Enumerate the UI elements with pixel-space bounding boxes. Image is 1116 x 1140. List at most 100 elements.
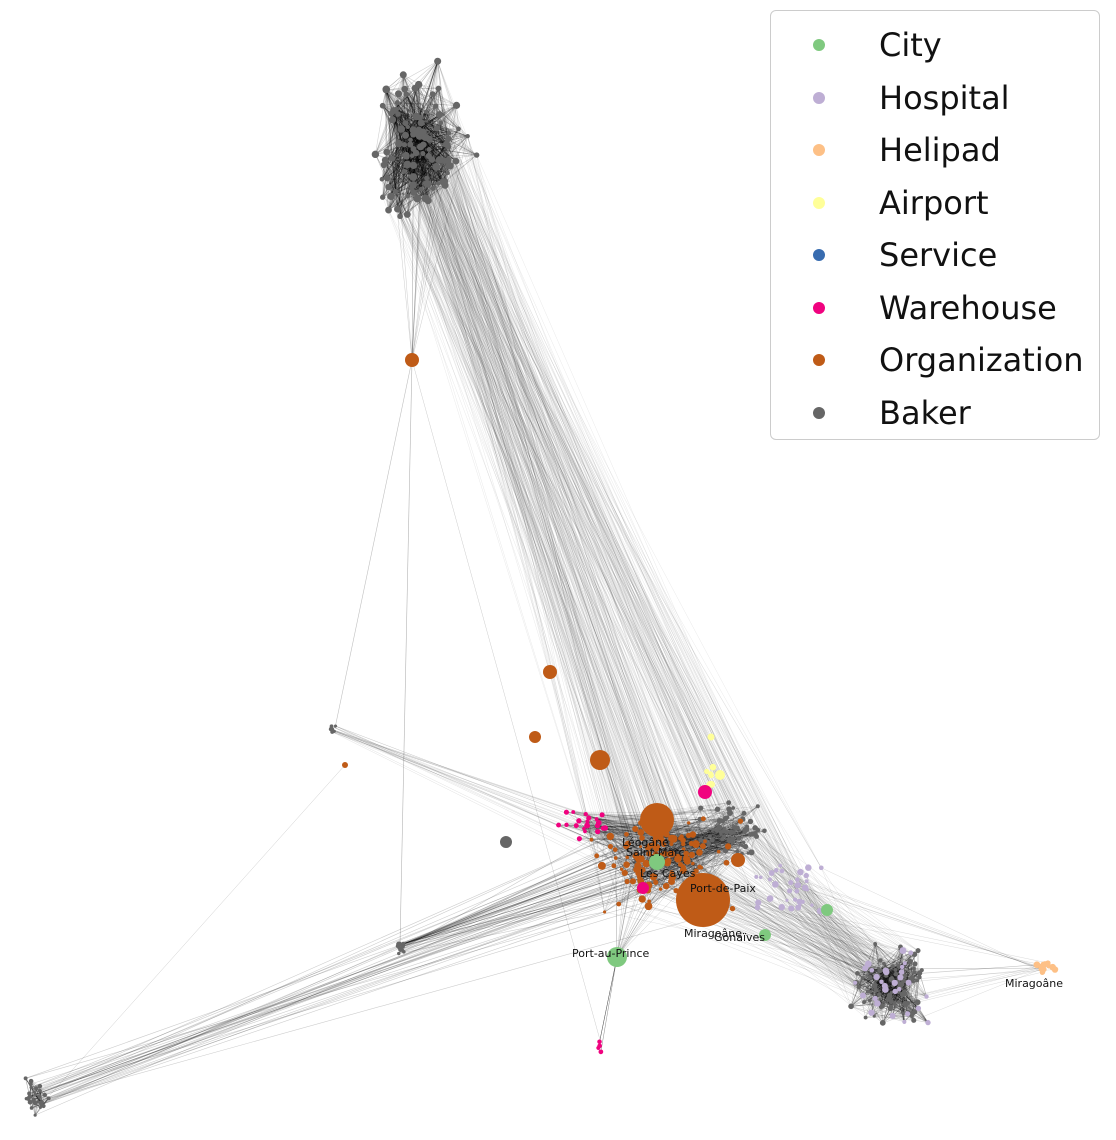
graph-edge [445, 154, 477, 182]
graph-node [917, 974, 922, 980]
graph-edge [448, 138, 477, 156]
graph-edge [424, 61, 438, 137]
graph-node [708, 772, 714, 779]
graph-edge [386, 151, 751, 835]
graph-node [434, 57, 442, 65]
graph-edge [558, 824, 592, 840]
graph-edge [397, 187, 412, 210]
graph-edge [412, 134, 422, 190]
graph-edge [426, 61, 438, 184]
graph-edge [397, 102, 450, 134]
graph-node [699, 843, 706, 850]
graph-edge [385, 90, 396, 192]
graph-edge [407, 135, 468, 165]
graph-edge [425, 111, 446, 186]
graph-node [745, 824, 750, 829]
graph-node [433, 103, 439, 109]
graph-edge [392, 119, 396, 192]
graph-edge [390, 155, 407, 197]
graph-node [860, 992, 867, 999]
graph-edge [730, 832, 752, 853]
graph-edge [398, 89, 405, 144]
graph-edge [438, 88, 449, 139]
graph-node [662, 882, 670, 890]
graph-edge [385, 159, 446, 186]
graph-edge [601, 827, 606, 866]
graph-edge [395, 143, 399, 192]
graph-edge [686, 831, 745, 860]
graph-edge [382, 146, 449, 198]
graph-node [707, 733, 715, 741]
graph-edge [395, 191, 401, 217]
graph-edge [436, 128, 719, 852]
legend-label-city: City [879, 26, 942, 65]
graph-edge [407, 164, 687, 859]
graph-edge [671, 843, 692, 878]
graph-node [420, 150, 426, 156]
graph-edge [566, 811, 586, 815]
graph-edge [390, 113, 414, 193]
legend-item-helipad: Helipad [771, 124, 1099, 177]
graph-node [389, 116, 397, 124]
graph-node [762, 828, 767, 834]
graph-node [452, 101, 461, 109]
legend-label-airport: Airport [879, 183, 989, 222]
graph-edge [399, 122, 442, 217]
graph-edge [382, 166, 437, 198]
graph-edge [712, 802, 729, 830]
graph-edge [386, 151, 405, 172]
graph-edge [392, 93, 399, 120]
graph-node [795, 904, 802, 911]
graph-edge [412, 155, 448, 174]
graph-node [909, 959, 913, 963]
graph-edge [407, 144, 411, 197]
graph-edge [429, 139, 684, 845]
graph-node [914, 999, 921, 1006]
graph-node [403, 210, 411, 218]
graph-edge [41, 837, 643, 1105]
graph-edge [387, 177, 447, 182]
graph-node [754, 833, 760, 839]
graph-edge [566, 824, 586, 832]
graph-edge [395, 139, 411, 192]
graph-edge [422, 131, 449, 134]
graph-node [688, 840, 695, 847]
graph-edge [614, 828, 636, 850]
graph-node [409, 173, 418, 181]
graph-edge [388, 153, 424, 211]
graph-node [902, 1019, 907, 1024]
graph-edge [668, 820, 741, 855]
graph-edge [381, 179, 389, 211]
graph-edge [688, 822, 706, 842]
graph-edge [414, 88, 459, 130]
graph-edge [393, 110, 414, 185]
graph-edge [422, 153, 434, 189]
graph-edge [413, 144, 447, 185]
graph-node [795, 877, 800, 882]
graph-edge [391, 158, 446, 186]
graph-node [333, 724, 338, 728]
graph-edge [396, 109, 401, 217]
graph-edge [439, 114, 446, 186]
graph-edge [604, 869, 637, 913]
graph-node [397, 213, 403, 220]
graph-edge [388, 132, 450, 188]
graph-edge [397, 113, 468, 137]
graph-edge [390, 160, 457, 197]
graph-edge [29, 836, 611, 1094]
graph-edge [737, 838, 740, 852]
graph-edge [419, 117, 449, 174]
node-label-miragoane-east: Miragoâne [1005, 977, 1063, 990]
graph-node [735, 849, 740, 854]
node-label-port-de-paix: Port-de-Paix [690, 882, 756, 895]
graph-edge [429, 138, 477, 156]
graph-edge [419, 117, 468, 137]
graph-node [737, 836, 742, 841]
graph-edge [398, 143, 439, 184]
graph-node [616, 901, 622, 907]
legend-marker-organization [813, 354, 825, 367]
graph-node [429, 91, 436, 97]
graph-edge [385, 89, 409, 165]
graph-node [872, 995, 878, 1002]
graph-edge [427, 159, 433, 201]
